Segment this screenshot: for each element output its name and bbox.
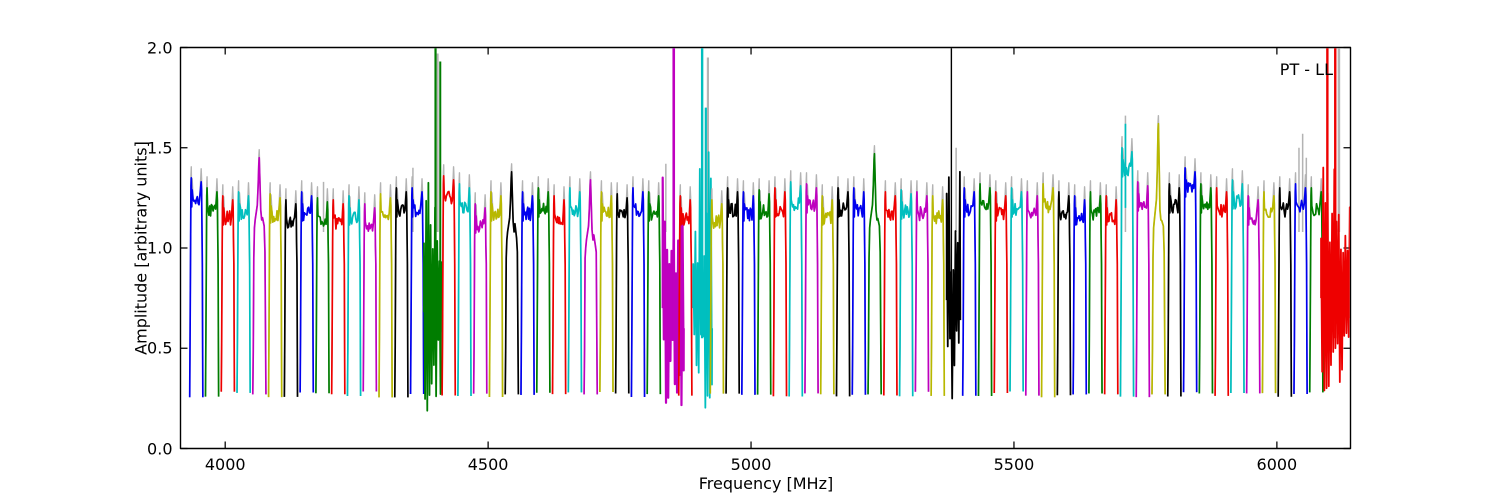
y-tick-label: 0.0 bbox=[147, 439, 173, 458]
corner-annotation: PT - LL bbox=[1279, 60, 1333, 79]
y-tick-label: 0.5 bbox=[147, 338, 173, 358]
y-tick-label: 1.5 bbox=[147, 138, 173, 158]
x-axis-label: Frequency [MHz] bbox=[698, 474, 834, 493]
x-tick-label: 5500 bbox=[993, 454, 1035, 474]
x-tick-label: 4000 bbox=[204, 454, 246, 474]
x-tick-label: 6000 bbox=[1256, 454, 1298, 474]
x-tick-label: 4500 bbox=[467, 454, 509, 474]
y-tick-label: 1.0 bbox=[147, 238, 173, 258]
x-tick-label: 5000 bbox=[730, 454, 772, 474]
y-tick-label: 2.0 bbox=[147, 38, 173, 57]
